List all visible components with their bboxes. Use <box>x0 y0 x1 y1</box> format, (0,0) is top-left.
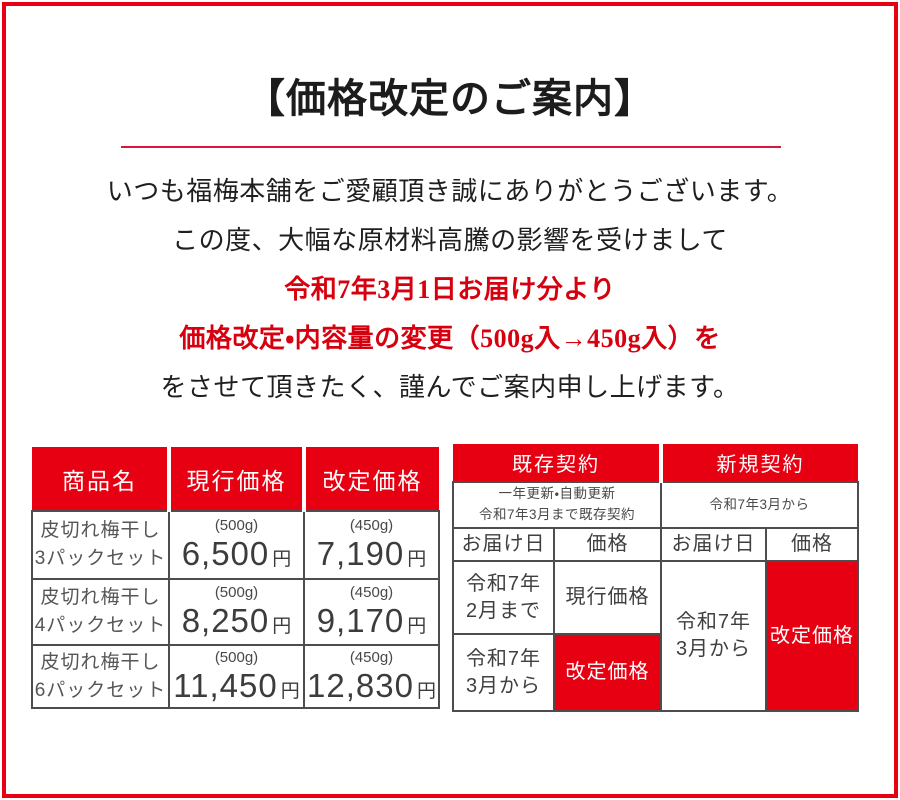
weight-label: (500g) <box>214 648 259 666</box>
date-line1: 令和7年 <box>465 647 542 670</box>
new-note-line: 令和7年3月から <box>709 496 810 512</box>
yen-unit: 円 <box>416 680 436 702</box>
contract-table-header-row: 既存契約 新規契約 <box>453 444 858 482</box>
weight-label: (450g) <box>349 648 394 666</box>
existing-contract-header: 既存契約 <box>453 444 663 482</box>
product-name-line1: 皮切れ梅干し <box>40 520 161 542</box>
contract-note-row: 一年更新・自動更新 令和7年3月まで既存契約 令和7年3月から <box>452 481 859 529</box>
new-contract-note: 令和7年3月から <box>660 481 859 529</box>
table-row: 令和7年 3月から 改定価格 <box>452 633 858 712</box>
yen-unit: 円 <box>272 616 292 638</box>
title-divider <box>121 146 781 148</box>
existing-contract-note: 一年更新・自動更新 令和7年3月まで既存契約 <box>452 481 662 529</box>
current-price-cell: (500g) 8,250 円 <box>168 578 305 646</box>
new-contract-header: 新規契約 <box>661 444 858 482</box>
date-line1: 令和7年 <box>465 572 542 595</box>
price-table-header-current: 現行価格 <box>167 447 304 511</box>
contract-subheader-row: お届け日 価格 お届け日 価格 <box>452 527 859 562</box>
yen-unit: 円 <box>407 549 427 571</box>
existing-from-march-cell: 令和7年 3月から <box>452 633 555 712</box>
notice-line-change-detail: 価格改定・内容量の変更（500g入→450g入）を <box>179 324 721 353</box>
product-name-line2: 4パックセット <box>34 615 167 636</box>
new-revised-price-cell: 改定価格 <box>765 560 859 712</box>
revised-price-cell: (450g) 7,190 円 <box>303 510 440 580</box>
product-name-cell: 皮切れ梅干し 3パックセット <box>31 510 170 580</box>
current-price-cell: (500g) 6,500 円 <box>168 510 305 580</box>
product-name-cell: 皮切れ梅干し 6パックセット <box>31 644 170 709</box>
notice-body: いつも福梅本舗をご愛顧頂き誠にありがとうございます。 この度、大幅な原材料高騰の… <box>0 167 900 412</box>
price-value: 11,450 <box>173 666 278 704</box>
table-row: 令和7年 2月まで 現行価格 令和7年 3月から 改定価格 <box>452 560 859 712</box>
product-name-line1: 皮切れ梅干し <box>40 651 161 673</box>
product-name-line2: 6パックセット <box>34 679 167 701</box>
product-name-line1: 皮切れ梅干し <box>40 587 161 609</box>
table-row: 皮切れ梅干し 3パックセット (500g) 6,500 円 (450g) 7,19… <box>31 510 440 580</box>
weight-label: (450g) <box>349 584 394 602</box>
price-value: 8,250 <box>181 602 270 640</box>
date-line1: 令和7年 <box>675 611 752 633</box>
table-row: 皮切れ梅干し 6パックセット (500g) 11,450 円 (450g) 12,… <box>31 644 440 709</box>
notice-line-greeting: いつも福梅本舗をご愛顧頂き誠にありがとうございます。 <box>106 177 794 206</box>
existing-note-line2: 令和7年3月まで既存契約 <box>478 507 636 522</box>
price-value: 12,830 <box>307 666 414 704</box>
yen-unit: 円 <box>280 680 300 702</box>
page-title: 【価格改定のご案内】 <box>245 76 655 121</box>
price-value: 6,500 <box>181 535 270 573</box>
notice-line-reason: この度、大幅な原材料高騰の影響を受けまして <box>172 226 728 255</box>
price-table-header-row: 商品名 現行価格 改定価格 <box>32 447 439 511</box>
notice-line-effective-date: 令和7年3月1日お届け分より <box>284 275 616 304</box>
price-table-header-product: 商品名 <box>32 447 169 511</box>
notice-line-closing: をさせて頂きたく、謹んでご案内申し上げます。 <box>160 373 740 402</box>
weight-label: (500g) <box>214 517 259 535</box>
yen-unit: 円 <box>272 549 292 571</box>
new-from-march-cell: 令和7年 3月から <box>660 560 767 712</box>
delivery-date-header-new: お届け日 <box>660 527 767 562</box>
existing-revised-price-cell: 改定価格 <box>553 633 662 712</box>
date-line2: 3月から <box>675 638 752 660</box>
existing-until-feb-cell: 令和7年 2月まで <box>452 560 555 635</box>
revised-price-cell: (450g) 12,830 円 <box>303 644 440 709</box>
price-value: 9,170 <box>316 602 405 640</box>
price-table: 商品名 現行価格 改定価格 皮切れ梅干し 3パックセット (500g) 6,50… <box>31 447 440 709</box>
price-header-existing: 価格 <box>553 527 662 562</box>
existing-note-line1: 一年更新・自動更新 <box>498 486 616 502</box>
table-row: 皮切れ梅干し 4パックセット (500g) 8,250 円 (450g) 9,17… <box>31 578 440 646</box>
price-value: 7,190 <box>316 535 405 573</box>
current-price-cell: (500g) 11,450 円 <box>168 644 305 709</box>
price-header-new: 価格 <box>765 527 859 562</box>
yen-unit: 円 <box>407 616 427 638</box>
product-name-line2: 3パックセット <box>34 548 167 569</box>
price-table-header-revised: 改定価格 <box>302 447 439 511</box>
delivery-date-header-existing: お届け日 <box>452 527 555 562</box>
weight-label: (450g) <box>349 517 394 535</box>
existing-current-price-cell: 現行価格 <box>553 560 662 635</box>
contract-table: 既存契約 新規契約 一年更新・自動更新 令和7年3月まで既存契約 令和7年3月か… <box>452 444 859 712</box>
product-name-cell: 皮切れ梅干し 4パックセット <box>31 578 170 646</box>
revised-price-cell: (450g) 9,170 円 <box>303 578 440 646</box>
date-line2: 2月まで <box>465 599 542 622</box>
weight-label: (500g) <box>214 584 259 602</box>
date-line2: 3月から <box>465 674 542 697</box>
